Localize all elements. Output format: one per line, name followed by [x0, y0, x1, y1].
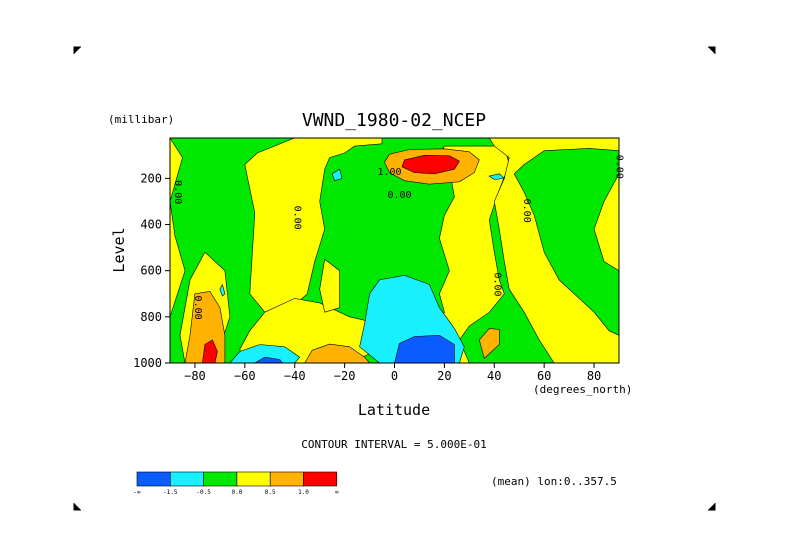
x-axis-title: Latitude	[358, 401, 430, 419]
x-tick-label: −40	[284, 369, 306, 383]
mean-note: (mean) lon:0..357.5	[491, 475, 617, 488]
chart-title: VWND_1980-02_NCEP	[302, 110, 486, 131]
contour-region	[254, 356, 283, 363]
y-tick-label: 200	[140, 171, 162, 185]
colorbar-swatch	[170, 471, 204, 487]
x-tick-label: −20	[334, 369, 356, 383]
contour-fill-layer	[170, 138, 619, 363]
contour-region	[229, 344, 301, 363]
contour-region	[593, 173, 619, 272]
contour-region	[304, 343, 370, 363]
y-tick-label: 400	[140, 218, 162, 232]
x-tick-label: 60	[537, 369, 551, 383]
colorbar-swatch	[236, 471, 271, 487]
contour-label: 0.00	[521, 199, 532, 223]
contour-region	[394, 334, 455, 363]
contour-label: 0.00	[172, 180, 183, 204]
y-axis: 200 400 600 800 1000	[133, 171, 170, 370]
colorbar-swatch	[203, 471, 238, 487]
contour-label: 0.00	[491, 272, 502, 296]
contour-region	[488, 173, 505, 180]
contour-interval-note: CONTOUR INTERVAL = 5.000E-01	[301, 438, 486, 451]
x-tick-label: 20	[437, 369, 451, 383]
contour-region	[331, 168, 343, 182]
colorbar-label: -∞	[133, 489, 141, 496]
contour-region	[170, 138, 186, 317]
colorbar-label: -0.5	[196, 489, 211, 496]
y-units-label: (millibar)	[108, 113, 174, 126]
y-tick-label: 600	[140, 264, 162, 278]
contour-region	[202, 339, 218, 363]
x-tick-label: 0	[391, 369, 398, 383]
x-tick-label: −80	[184, 369, 206, 383]
x-axis: −80 −60 −40 −20 0 20 40 60 80	[184, 363, 601, 383]
contour-region	[488, 138, 619, 363]
contour-region	[478, 328, 500, 359]
y-axis-title: Level	[110, 227, 128, 272]
colorbar-swatch	[303, 471, 338, 487]
y-tick-label: 1000	[133, 356, 162, 370]
contour-label: 0.00	[387, 190, 411, 201]
contour-region	[219, 283, 226, 297]
x-tick-label: 80	[587, 369, 601, 383]
contour-label: 1.00	[377, 167, 401, 178]
crop-marks	[73, 46, 716, 511]
y-tick-label: 800	[140, 310, 162, 324]
x-tick-label: 40	[487, 369, 501, 383]
contour-region	[401, 154, 460, 175]
colorbar-label: 0.0	[231, 489, 242, 496]
colorbar-label: 0.5	[265, 489, 276, 496]
colorbar-label: ∞	[335, 489, 339, 496]
x-units-label: (degrees_north)	[533, 383, 632, 396]
x-tick-label: −60	[234, 369, 256, 383]
contour-region	[170, 138, 383, 315]
colorbar-label: -1.5	[163, 489, 178, 496]
contour-label: 0.00	[192, 296, 203, 320]
contour-label: 0.00	[292, 206, 303, 230]
colorbar-swatch	[269, 471, 304, 487]
colorbar: -∞ -1.5 -0.5 0.0 0.5 1.0 ∞	[133, 471, 339, 496]
contour-region	[319, 258, 340, 313]
colorbar-label: 1.0	[298, 489, 309, 496]
colorbar-swatch	[136, 471, 171, 487]
contour-region	[419, 145, 510, 363]
